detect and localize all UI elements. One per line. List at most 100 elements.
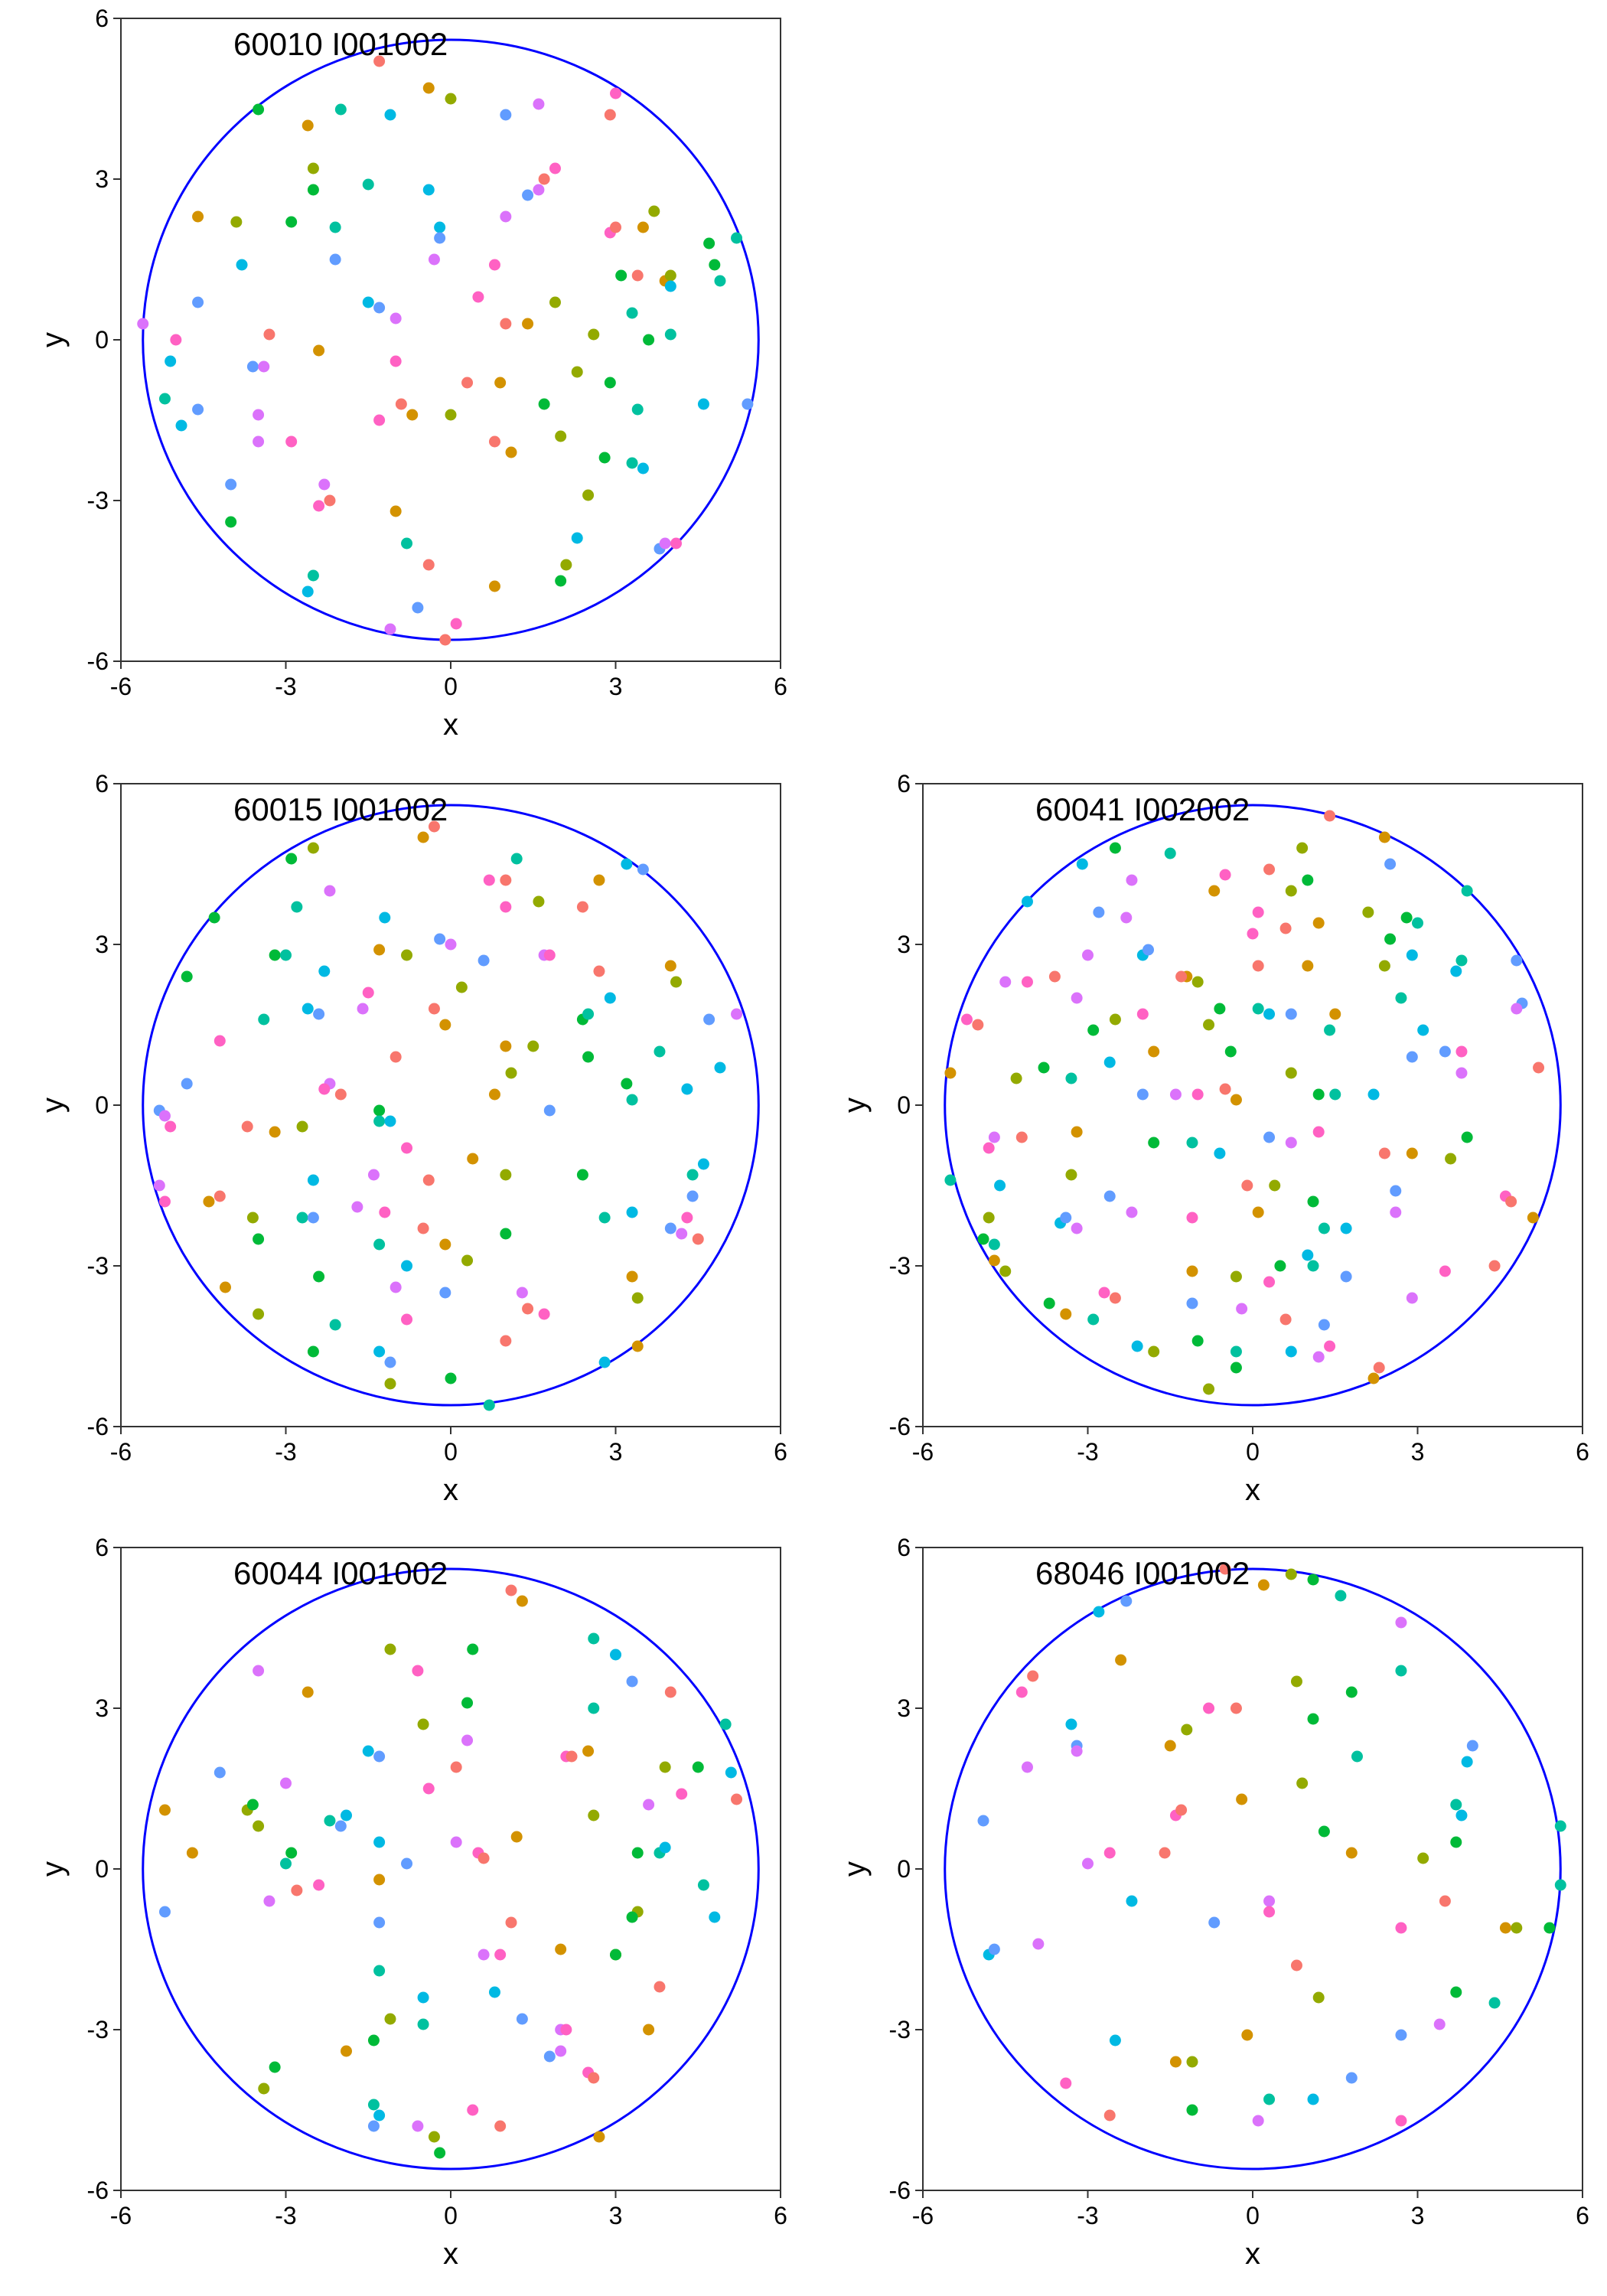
data-point [1191,1335,1204,1347]
data-point [401,1857,413,1870]
data-point [944,1174,957,1186]
data-point [428,820,440,833]
data-point [422,559,435,571]
data-point [1087,1024,1100,1036]
data-point [192,296,204,308]
data-point [1230,1345,1242,1358]
data-point [1103,1847,1116,1859]
data-point [1290,1959,1302,1971]
x-axis-title: x [443,2237,458,2271]
plot-frame [120,18,781,662]
y-tick-label: 3 [95,1694,109,1722]
data-point [610,1949,621,1961]
data-point [1406,1051,1418,1063]
data-point [1257,1579,1270,1591]
data-point [626,1206,638,1218]
x-tick-label: 3 [609,1438,623,1466]
data-point [1071,1126,1083,1138]
data-point [1252,1003,1264,1015]
data-point [1203,1019,1215,1031]
data-point [1021,1761,1033,1773]
data-point [307,842,319,854]
data-point [280,949,292,961]
data-point [417,1991,429,2004]
data-point [1109,842,1121,854]
data-point [246,360,259,373]
data-point [236,259,248,271]
data-point [555,575,567,587]
data-point [664,1686,676,1698]
y-tick-label: 0 [897,1855,911,1883]
data-point [1224,1045,1237,1058]
data-point [401,1142,413,1154]
data-point [664,960,676,972]
data-point [1395,992,1407,1004]
data-point [1252,960,1264,972]
data-point [1109,1292,1121,1304]
data-point [500,1169,512,1181]
x-tick-label: -3 [275,2202,296,2229]
data-point [219,1281,231,1293]
x-tick-label: -6 [912,2202,934,2229]
data-point [1455,1067,1468,1079]
y-tick-label: -3 [889,1252,911,1280]
data-point [697,1158,709,1170]
data-point [285,1847,298,1859]
data-point [1307,1260,1319,1272]
data-point [1186,2056,1198,2068]
y-tick-label: 6 [95,1534,109,1561]
data-point [329,221,341,233]
data-point [422,82,435,94]
data-point [1027,1670,1039,1682]
data-point [1109,2034,1121,2047]
plot-frame [922,783,1583,1427]
data-point [510,853,523,865]
data-point [439,1287,451,1299]
x-tick-label: -3 [275,673,296,700]
data-point [296,1120,308,1133]
data-point [307,1345,319,1358]
data-point [1329,1088,1341,1101]
data-point [445,1372,457,1384]
data-point [1285,885,1297,897]
data-point [1109,1013,1121,1026]
data-point [1554,1879,1566,1891]
data-point [472,291,484,303]
y-tick-label: 3 [897,1694,911,1722]
data-point [373,1238,386,1251]
data-point [439,634,451,646]
data-point [1511,1003,1523,1015]
data-point [631,403,644,416]
data-point [1136,1008,1149,1020]
data-point [1263,863,1276,876]
data-point [246,1212,259,1224]
data-point [1285,1067,1297,1079]
data-point [1335,1590,1347,1602]
data-point [731,232,743,244]
data-point [659,537,671,550]
x-axis-title: x [1245,1473,1260,1507]
data-point [483,874,495,886]
data-point [1093,906,1105,918]
data-point [384,1378,396,1390]
data-point [384,1115,396,1127]
data-point [165,1120,177,1133]
data-point [1307,2093,1319,2105]
y-tick-label: -6 [87,1413,109,1440]
x-tick-label: 6 [1576,1438,1589,1466]
y-tick-label: -6 [889,2177,911,2204]
data-point [1010,1072,1022,1084]
data-point [516,1287,528,1299]
data-point [488,259,500,271]
data-point [341,2045,353,2057]
data-point [1191,1088,1204,1101]
panel-title: 60010 I001002 [233,26,448,62]
data-point [1455,954,1468,967]
data-point [582,489,595,501]
data-point [588,328,600,341]
data-point [253,409,265,421]
data-point [654,1045,666,1058]
data-point [1071,992,1083,1004]
data-point [246,1799,259,1811]
data-point [631,1292,644,1304]
